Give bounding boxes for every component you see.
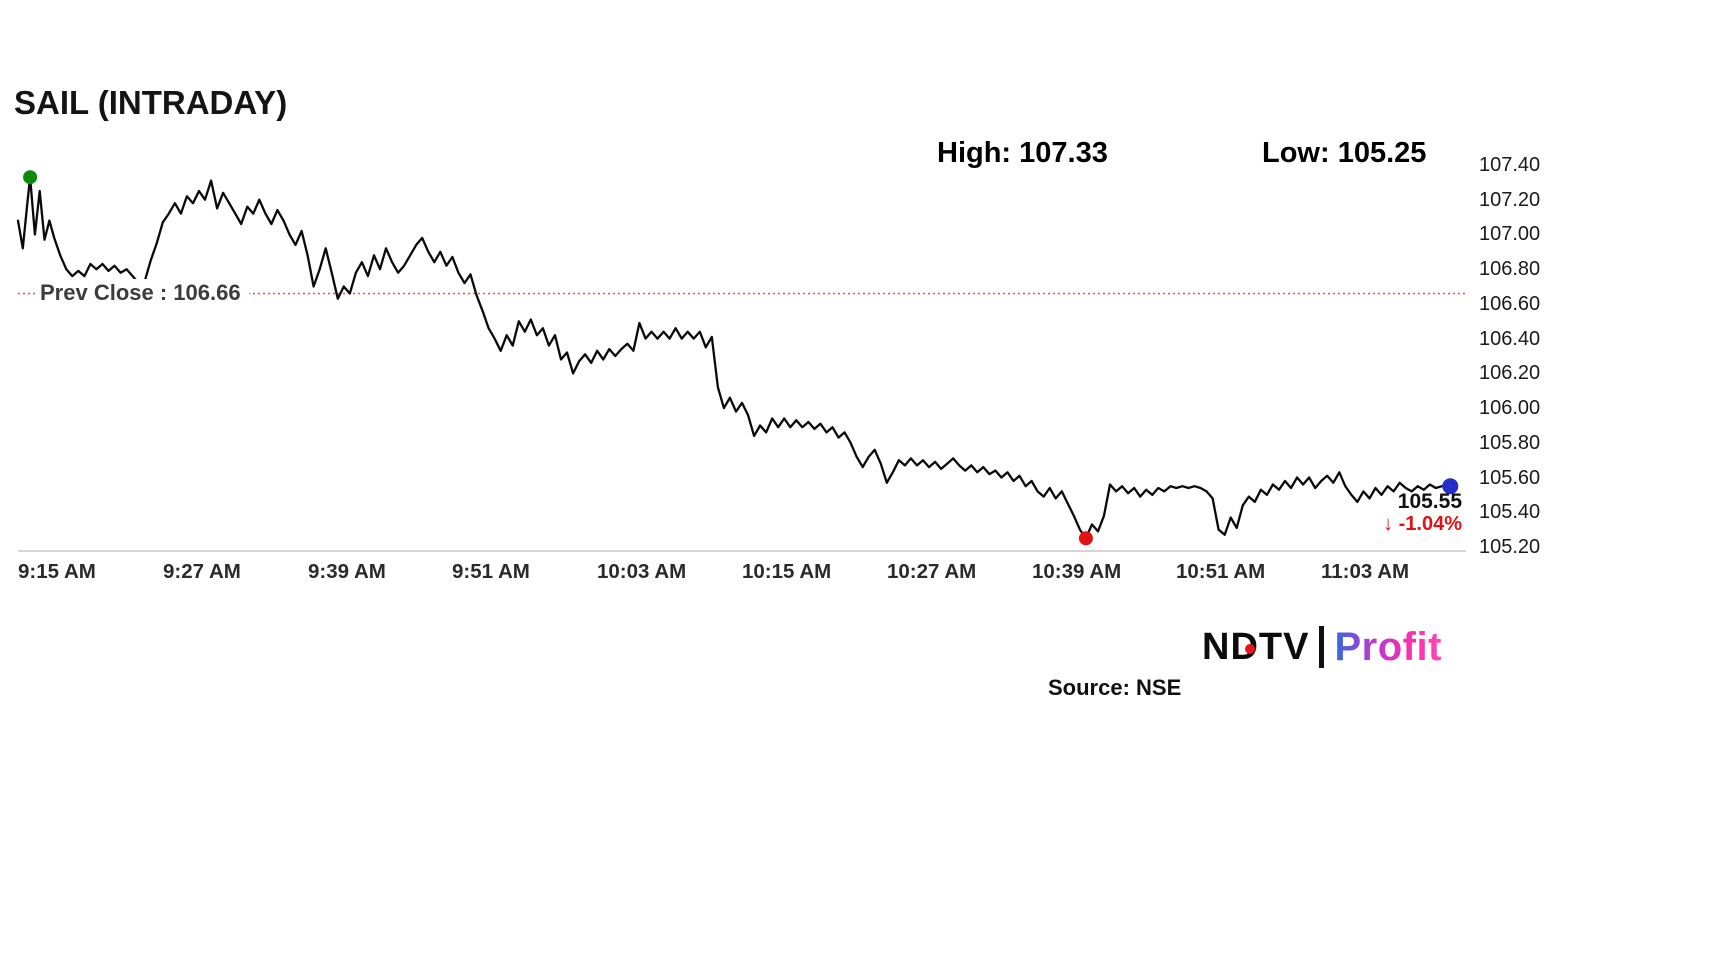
price-series-path bbox=[16, 176, 1452, 540]
x-axis-label: 9:51 AM bbox=[452, 560, 530, 583]
ndtv-logo-text: NDTV bbox=[1202, 626, 1309, 669]
y-axis-label: 107.40 bbox=[1479, 154, 1541, 176]
last-change-value: ↓ -1.04% bbox=[1383, 513, 1462, 535]
profit-logo-text: Profit bbox=[1334, 624, 1442, 669]
y-axis-label: 106.20 bbox=[1479, 362, 1541, 384]
x-axis-label: 10:27 AM bbox=[887, 560, 977, 583]
last-quote: 105.55 ↓ -1.04% bbox=[1383, 490, 1462, 536]
source-attribution: Source: NSE bbox=[1048, 675, 1182, 700]
x-axis-label: 9:15 AM bbox=[18, 560, 96, 583]
session-low-marker bbox=[1078, 531, 1093, 546]
y-axis-label: 106.00 bbox=[1479, 397, 1541, 419]
last-price-value: 105.55 bbox=[1397, 490, 1462, 513]
x-axis-label: 10:15 AM bbox=[742, 560, 832, 583]
last-price-marker bbox=[1442, 478, 1459, 495]
y-axis-label: 106.80 bbox=[1479, 258, 1541, 280]
ndtv-profit-logo: NDTV Profit bbox=[1202, 622, 1442, 672]
y-axis-label: 105.60 bbox=[1479, 467, 1541, 489]
page-title: SAIL (INTRADAY) bbox=[14, 84, 288, 121]
session-low-label: Low: 105.25 bbox=[1262, 137, 1427, 169]
y-axis-label: 105.80 bbox=[1479, 432, 1541, 454]
x-axis-label: 11:03 AM bbox=[1321, 560, 1410, 583]
x-axis-label: 10:03 AM bbox=[597, 560, 687, 583]
y-axis-label: 107.20 bbox=[1479, 189, 1541, 211]
ndtv-wordmark: NDTV bbox=[1202, 625, 1310, 668]
y-axis-label: 105.20 bbox=[1479, 536, 1541, 558]
prev-close-label: Prev Close : 106.66 bbox=[36, 279, 249, 307]
logo-divider bbox=[1319, 626, 1325, 668]
y-axis-label: 107.00 bbox=[1479, 223, 1541, 245]
y-axis-label: 106.60 bbox=[1479, 293, 1541, 315]
session-high-label: High: 107.33 bbox=[937, 137, 1108, 169]
x-axis-label: 9:39 AM bbox=[308, 560, 386, 583]
ndtv-red-dot-icon bbox=[1245, 643, 1255, 654]
session-high-marker bbox=[23, 170, 38, 185]
x-axis-label: 10:51 AM bbox=[1176, 560, 1266, 583]
x-axis-label: 10:39 AM bbox=[1032, 560, 1122, 583]
x-axis-label: 9:27 AM bbox=[163, 560, 241, 583]
y-axis-label: 105.40 bbox=[1479, 501, 1541, 523]
y-axis-label: 106.40 bbox=[1479, 328, 1541, 350]
down-arrow-icon: ↓ bbox=[1383, 513, 1394, 535]
change-percent: -1.04% bbox=[1398, 513, 1462, 535]
